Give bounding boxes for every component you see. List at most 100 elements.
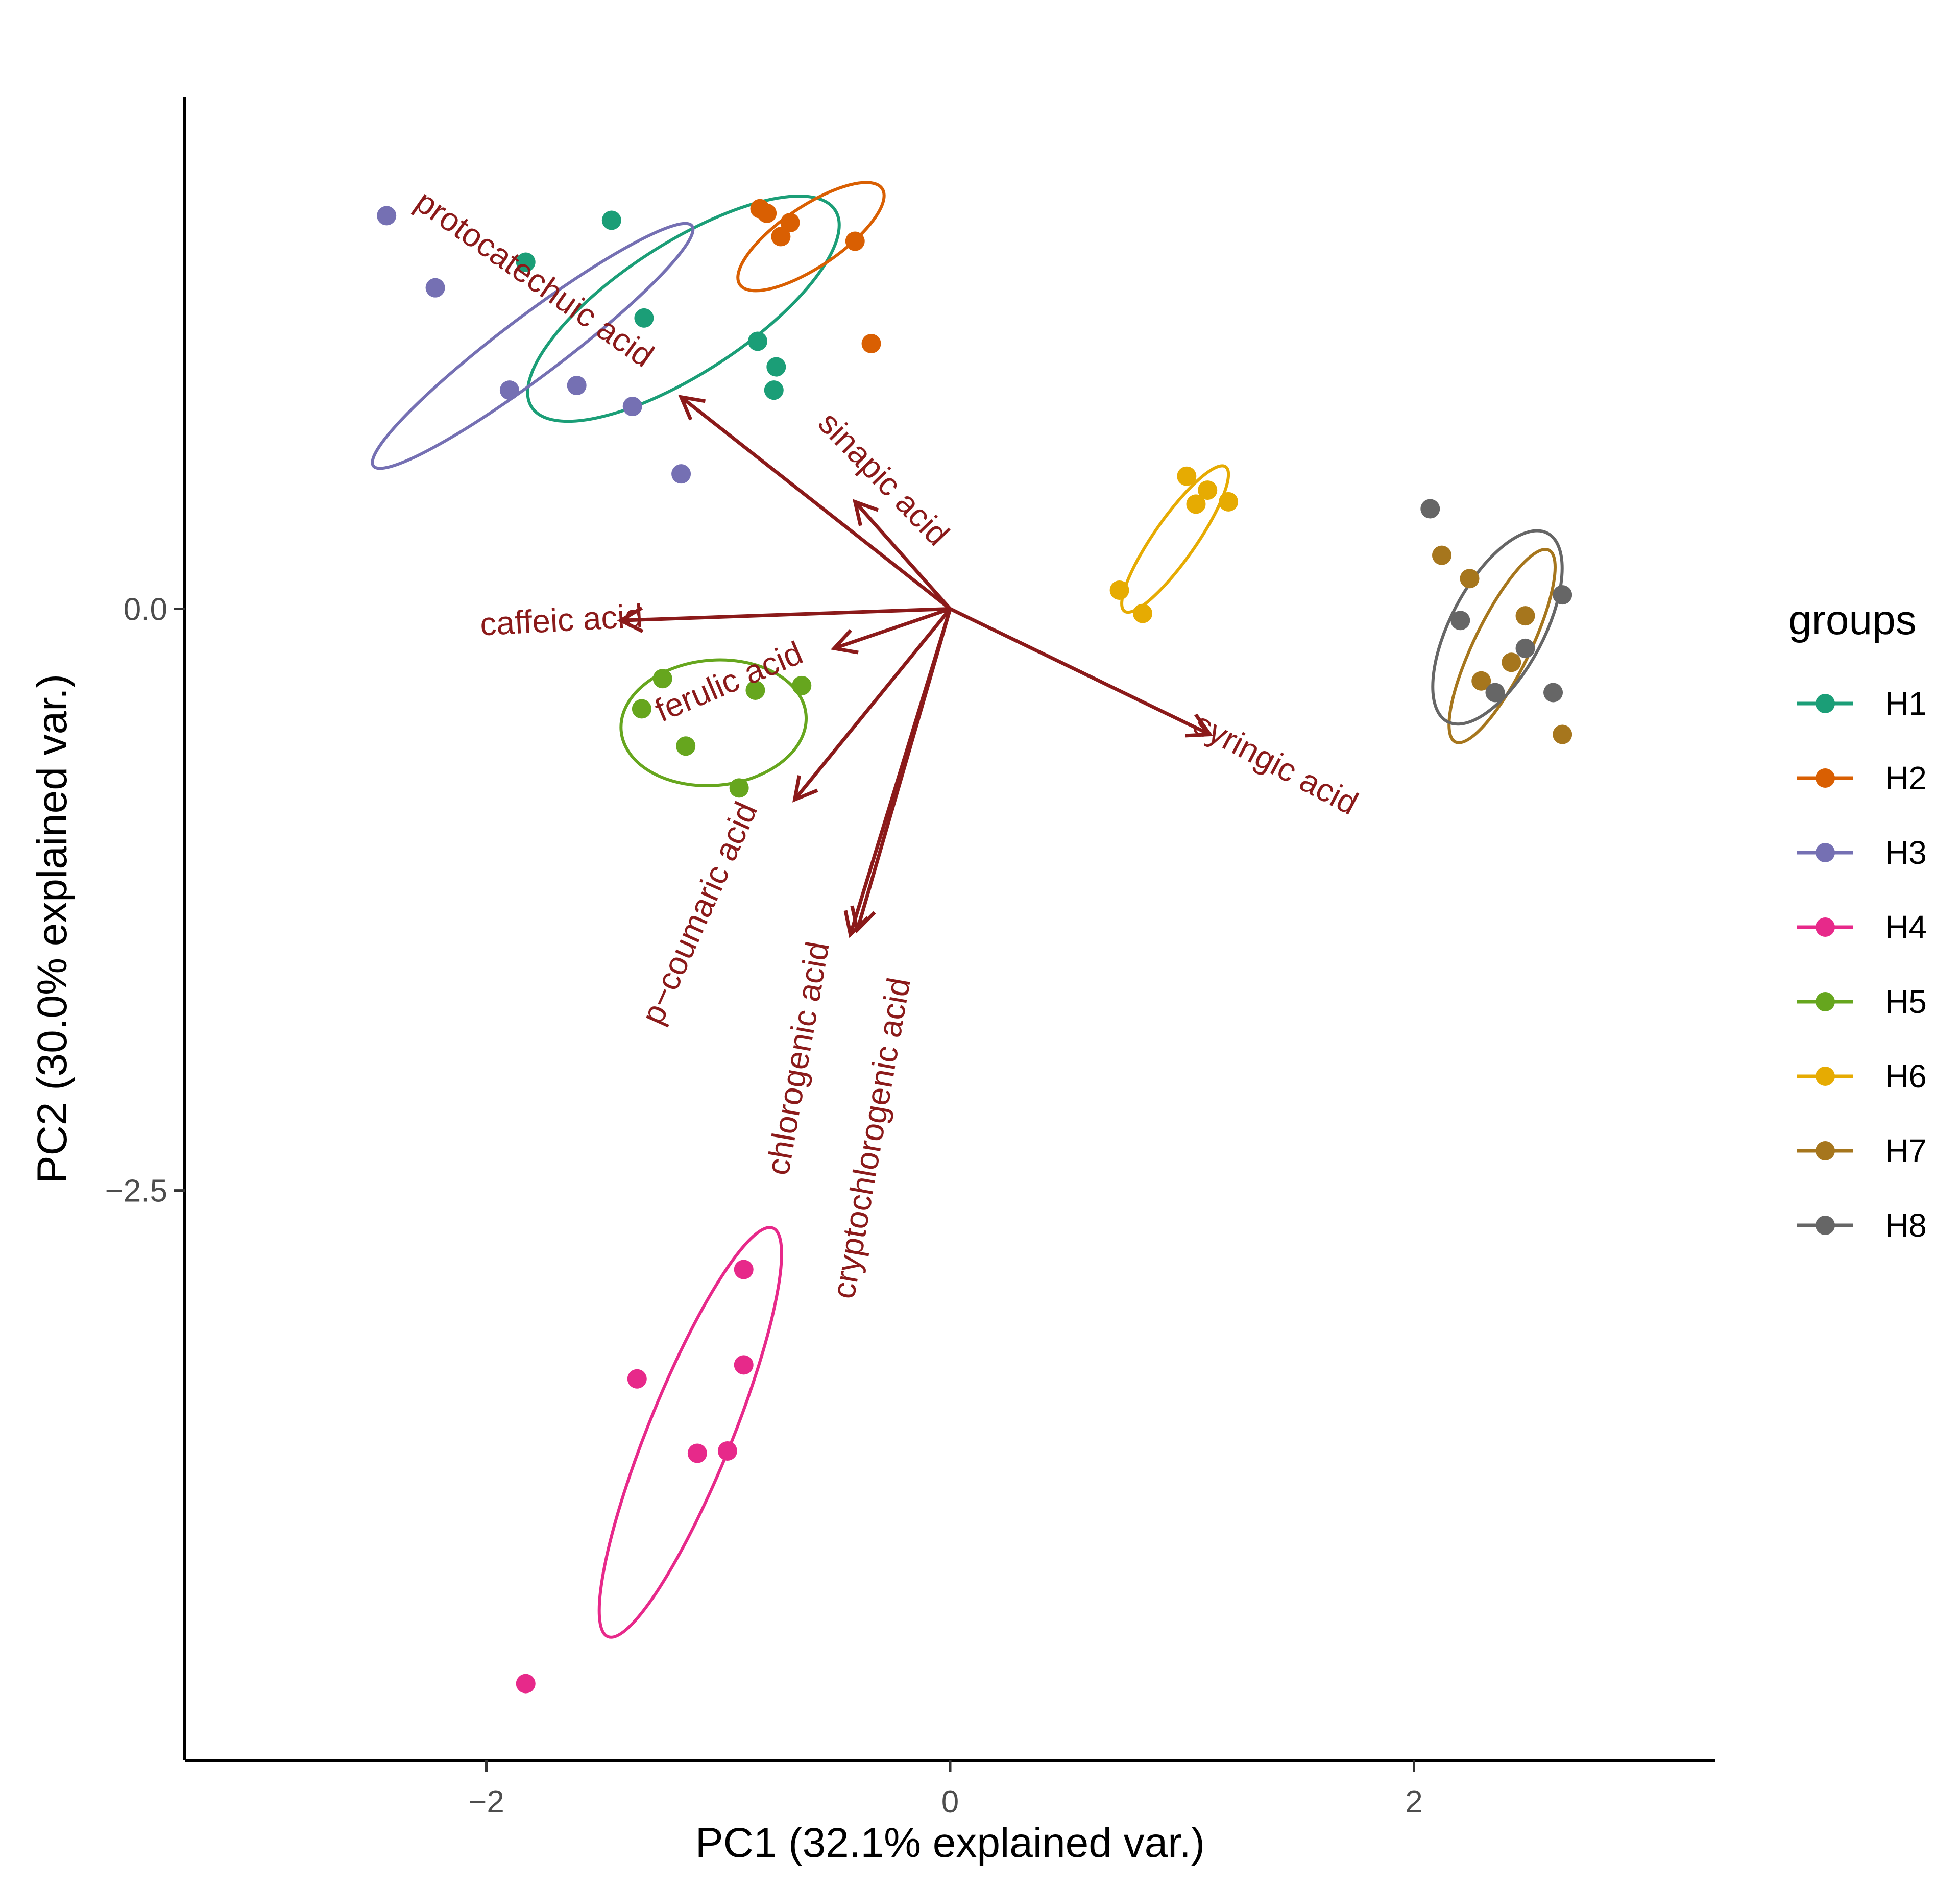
arrowhead-syringic-acid: [1185, 713, 1214, 738]
loading-label: chlorogenic acid: [759, 939, 836, 1178]
point-h6: [1219, 492, 1239, 512]
legend-item-h7: H7: [1797, 1132, 1927, 1169]
ellipse-h1: [526, 195, 841, 423]
point-h5: [652, 669, 672, 689]
point-h4: [717, 1441, 737, 1461]
legend-key-point: [1816, 917, 1835, 937]
arrow-syringic-acid: [949, 607, 1211, 736]
point-h8: [1515, 638, 1535, 658]
legend-items: H1 H2 H3 H4 H5 H6 H7 H8: [1797, 685, 1927, 1244]
legend-item-h2: H2: [1797, 760, 1927, 796]
point-h2: [771, 227, 791, 247]
legend-item-h5: H5: [1797, 983, 1927, 1020]
group-points: [377, 199, 1572, 1694]
x-axis-label: PC1 (32.1% explained var.): [695, 1820, 1205, 1866]
x-tick-label: 2: [1405, 1784, 1422, 1820]
ellipse-h4: [597, 1226, 783, 1639]
legend-item-h1: H1: [1797, 685, 1927, 722]
point-h4: [516, 1674, 536, 1694]
legend-item-label: H1: [1885, 685, 1927, 722]
point-h7: [1460, 569, 1480, 589]
point-h5: [792, 675, 812, 695]
legend-key-point: [1816, 1067, 1835, 1086]
point-h1: [634, 308, 654, 328]
point-h4: [687, 1443, 707, 1463]
point-h3: [671, 464, 691, 484]
point-h4: [734, 1355, 754, 1375]
point-h5: [632, 699, 651, 719]
point-h1: [766, 357, 786, 377]
loading-label: protocatechuic acid: [409, 183, 661, 374]
y-tick-label: −2.5: [105, 1174, 167, 1209]
point-h3: [622, 397, 642, 417]
legend-item-h8: H8: [1797, 1207, 1927, 1244]
point-h8: [1420, 499, 1440, 519]
point-h8: [1485, 683, 1505, 703]
loading-label: caffeic acid: [479, 597, 643, 643]
legend-key-point: [1816, 992, 1835, 1011]
point-h8: [1450, 611, 1470, 631]
legend-item-h4: H4: [1797, 909, 1927, 946]
y-tick-label: 0.0: [124, 592, 167, 627]
ellipse-h2: [736, 181, 886, 293]
point-h5: [729, 778, 749, 798]
ellipse-h7: [1447, 548, 1557, 744]
point-h1: [764, 380, 784, 400]
point-h8: [1543, 683, 1563, 703]
point-h8: [1553, 585, 1572, 605]
point-h2: [757, 203, 777, 223]
arrowhead-protocatechuic-acid: [678, 395, 706, 421]
axes: −2 0 2 0.0−2.5 PC1 (32.1% explained var.) …: [29, 97, 1715, 1866]
arrowhead-caffeic-acid: [617, 606, 644, 633]
legend-key-point: [1816, 694, 1835, 713]
y-axis-label: PC2 (30.0% explained var.): [29, 674, 76, 1183]
loading-label: sinapic acid: [811, 404, 956, 553]
ellipse-h5: [619, 658, 808, 787]
point-h3: [377, 206, 397, 226]
legend-title: groups: [1788, 597, 1917, 643]
point-h6: [1186, 494, 1206, 514]
arrowhead-sinapic-acid: [852, 499, 879, 526]
arrow-ferulic-acid: [833, 607, 951, 650]
loading-labels: protocatechuic acid sinapic acid caffeic a…: [409, 183, 1364, 1301]
y-axis-ticks: 0.0 −2.5: [105, 592, 185, 1209]
legend-item-label: H6: [1885, 1058, 1927, 1095]
legend-key-point: [1816, 843, 1835, 862]
point-h3: [499, 380, 519, 400]
legend-key-point: [1816, 768, 1835, 788]
loading-label: syringic acid: [1188, 705, 1364, 822]
ellipse-h3: [371, 222, 695, 470]
ellipse-h8: [1431, 529, 1564, 726]
legend-item-h6: H6: [1797, 1058, 1927, 1095]
x-tick-label: 0: [941, 1784, 959, 1820]
arrow-p-coumaric-acid: [793, 608, 952, 801]
point-h2: [780, 213, 800, 233]
point-h1: [516, 252, 536, 272]
legend-item-h3: H3: [1797, 834, 1927, 871]
legend-key-point: [1816, 1141, 1835, 1160]
point-h1: [601, 210, 621, 230]
point-h6: [1109, 580, 1129, 600]
loading-label: cryptochlorogenic acid: [825, 975, 917, 1301]
legend-item-label: H3: [1885, 834, 1927, 871]
legend: groups H1 H2 H3 H4 H5 H6 H7 H8: [1788, 597, 1927, 1244]
arrowhead-cryptochlorogenic-acid: [850, 905, 876, 934]
ellipse-h6: [1120, 464, 1230, 614]
legend-item-label: H7: [1885, 1132, 1927, 1169]
legend-key-point: [1816, 1216, 1835, 1235]
point-h6: [1133, 603, 1153, 623]
point-h2: [861, 334, 881, 354]
arrowhead-p-coumaric-acid: [792, 775, 818, 803]
point-h4: [627, 1369, 647, 1389]
arrow-protocatechuic-acid: [680, 396, 952, 611]
point-h1: [747, 331, 767, 351]
arrow-caffeic-acid: [620, 607, 951, 622]
point-h7: [1515, 606, 1535, 626]
arrowhead-ferulic-acid: [830, 629, 859, 655]
x-axis-ticks: −2 0 2: [468, 1760, 1423, 1820]
arrow-cryptochlorogenic-acid: [855, 608, 952, 931]
point-h6: [1177, 466, 1197, 486]
point-h7: [1502, 652, 1521, 672]
point-h3: [567, 376, 587, 396]
